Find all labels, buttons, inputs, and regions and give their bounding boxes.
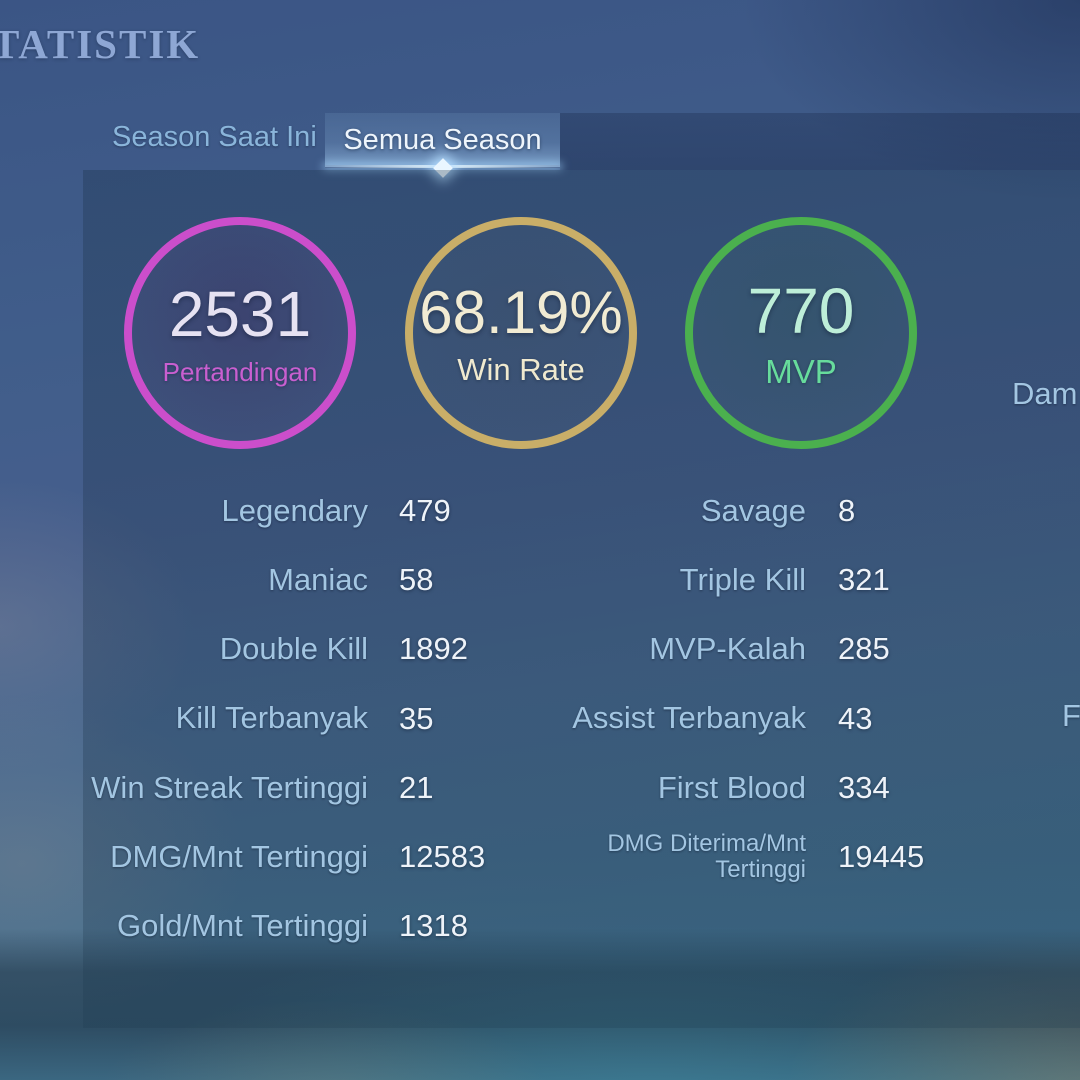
- tab-strip: [560, 113, 1080, 170]
- mvp-value: 770: [747, 274, 855, 347]
- winrate-label: Win Rate: [457, 352, 585, 387]
- tab-season-saat-ini[interactable]: Season Saat Ini: [112, 121, 317, 153]
- stats-column-left: Legendary 479 Maniac 58 Double Kill 1892…: [85, 476, 555, 961]
- stat-row-legendary: Legendary 479: [85, 476, 555, 545]
- stat-value: 21: [399, 769, 434, 805]
- stat-label: Gold/Mnt Tertinggi: [117, 908, 368, 944]
- stat-label: DMG Diterima/Mnt Tertinggi: [607, 829, 806, 884]
- stat-label: Savage: [700, 492, 806, 528]
- tab-semua-season[interactable]: Semua Season: [325, 113, 560, 178]
- tab-label: Semua Season: [343, 123, 542, 156]
- stats-column-right: Savage 8 Triple Kill 321 MVP-Kalah 285 A…: [545, 476, 1025, 892]
- stat-label: Assist Terbanyak: [572, 700, 806, 736]
- stat-row-win-streak: Win Streak Tertinggi 21: [85, 753, 555, 822]
- stat-label: Win Streak Tertinggi: [91, 769, 368, 805]
- stat-label: Kill Terbanyak: [175, 700, 368, 736]
- page-title: TATISTIK: [0, 21, 201, 67]
- stat-value: 285: [838, 631, 890, 667]
- stat-row-triple-kill: Triple Kill 321: [545, 545, 1025, 614]
- stat-value: 12583: [399, 839, 486, 875]
- stat-label: Triple Kill: [679, 561, 806, 597]
- matches-label: Pertandingan: [162, 356, 318, 387]
- stat-row-mvp-loss: MVP-Kalah 285: [545, 615, 1025, 684]
- stat-label: DMG/Mnt Tertinggi: [110, 839, 368, 875]
- stat-value: 321: [838, 561, 890, 597]
- stat-row-maniac: Maniac 58: [85, 545, 555, 614]
- stat-row-dmg-per-min: DMG/Mnt Tertinggi 12583: [85, 822, 555, 891]
- stat-value: 58: [399, 561, 434, 597]
- stat-value: 43: [838, 700, 873, 736]
- winrate-ring: 68.19% Win Rate: [405, 217, 637, 449]
- matches-value: 2531: [168, 278, 312, 351]
- stat-row-savage: Savage 8: [545, 476, 1025, 545]
- winrate-value: 68.19%: [419, 279, 623, 346]
- stat-row-dmg-taken-per-min: DMG Diterima/Mnt Tertinggi 19445: [545, 822, 1025, 891]
- stat-value: 19445: [838, 839, 925, 875]
- stat-label: Legendary: [221, 492, 368, 528]
- stat-row-most-kills: Kill Terbanyak 35: [85, 684, 555, 753]
- stat-label: Double Kill: [219, 631, 368, 667]
- stat-value: 334: [838, 769, 890, 805]
- stat-value: 35: [399, 700, 434, 736]
- stat-row-first-blood: First Blood 334: [545, 753, 1025, 822]
- clipped-damage-label: Dam: [1012, 376, 1078, 411]
- stat-value: 1318: [399, 908, 468, 944]
- mvp-ring: 770 MVP: [685, 217, 917, 449]
- stat-value: 479: [399, 492, 451, 528]
- stat-value: 8: [838, 492, 856, 528]
- mvp-label: MVP: [765, 353, 837, 391]
- stat-label: Maniac: [268, 561, 368, 597]
- stat-row-most-assists: Assist Terbanyak 43: [545, 684, 1025, 753]
- stat-row-double-kill: Double Kill 1892: [85, 615, 555, 684]
- stat-row-gold-per-min: Gold/Mnt Tertinggi 1318: [85, 892, 555, 961]
- stat-label: First Blood: [657, 769, 806, 805]
- stat-value: 1892: [399, 631, 468, 667]
- stat-label: MVP-Kalah: [649, 631, 806, 667]
- matches-ring: 2531 Pertandingan: [124, 217, 356, 449]
- clipped-label-f: F: [1062, 698, 1080, 733]
